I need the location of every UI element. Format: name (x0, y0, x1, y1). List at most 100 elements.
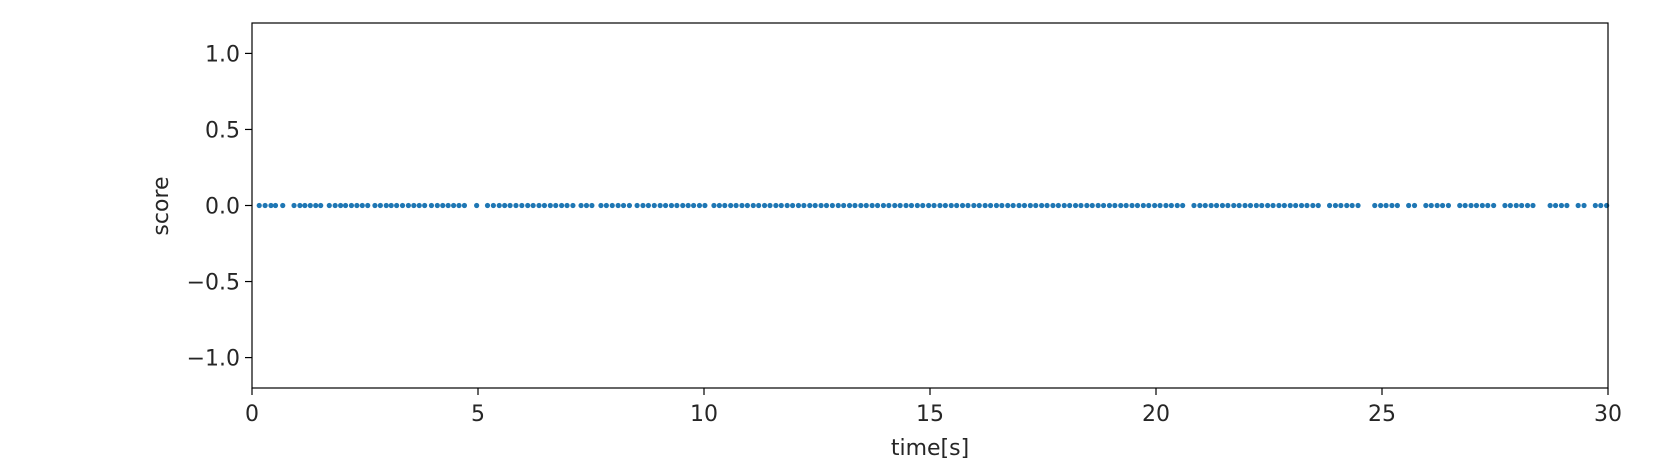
data-point (1281, 202, 1287, 209)
data-point (773, 202, 779, 209)
data-point (1479, 202, 1485, 209)
data-point (892, 202, 898, 209)
data-point (1253, 202, 1259, 209)
data-point (1044, 202, 1050, 209)
data-point (645, 202, 652, 209)
data-point (1530, 202, 1536, 209)
data-point (1152, 202, 1158, 209)
x-tick-label: 5 (471, 402, 485, 427)
data-point (880, 202, 887, 209)
data-point (609, 202, 615, 209)
data-point (1197, 202, 1203, 209)
data-point (823, 202, 830, 209)
data-point (841, 202, 847, 209)
data-point (1411, 202, 1418, 209)
data-point (959, 202, 966, 209)
data-point (603, 202, 609, 209)
data-point (1225, 202, 1231, 209)
data-point (1462, 202, 1468, 209)
data-point (685, 202, 691, 209)
data-point (886, 202, 892, 209)
data-point (484, 202, 491, 209)
data-point (1140, 202, 1146, 209)
data-point (1558, 202, 1565, 209)
data-point (1039, 202, 1045, 209)
data-point (1265, 202, 1271, 209)
data-point (525, 202, 531, 209)
data-point (1259, 202, 1265, 209)
data-point (1304, 202, 1310, 209)
data-point (1005, 202, 1011, 209)
data-point (778, 202, 784, 209)
data-point (1112, 202, 1118, 209)
data-point (519, 202, 525, 209)
data-point (1072, 202, 1079, 209)
data-point (1513, 202, 1519, 209)
data-point (965, 202, 971, 209)
data-point (750, 202, 756, 209)
data-point (739, 202, 745, 209)
y-tick-label: 0.0 (205, 195, 240, 220)
data-point (626, 202, 633, 209)
data-point (1276, 202, 1282, 209)
data-point (1146, 202, 1152, 209)
data-point (1507, 202, 1513, 209)
data-point (1168, 202, 1174, 209)
data-point (1287, 202, 1293, 209)
data-point (914, 202, 920, 209)
data-point (756, 202, 762, 209)
data-point (1050, 202, 1056, 209)
data-point (1298, 202, 1305, 209)
data-point (541, 202, 548, 209)
data-point (262, 202, 268, 209)
data-point (1372, 202, 1378, 209)
data-point (337, 202, 344, 209)
data-point (620, 202, 627, 209)
data-point (908, 202, 915, 209)
data-point (1084, 202, 1090, 209)
data-point (332, 202, 338, 209)
data-point (1270, 202, 1276, 209)
data-point (583, 202, 590, 209)
data-point (1095, 202, 1101, 209)
data-point (536, 202, 542, 209)
data-point (634, 202, 640, 209)
data-point (874, 202, 881, 209)
data-point (1575, 202, 1581, 209)
data-point (937, 202, 943, 209)
data-point (993, 202, 1000, 209)
data-point (1208, 202, 1214, 209)
data-point (547, 202, 553, 209)
data-point (1055, 202, 1061, 209)
data-point (490, 202, 496, 209)
data-point (1231, 202, 1237, 209)
data-point (1457, 202, 1463, 209)
data-point (795, 202, 802, 209)
y-tick-label: −1.0 (187, 347, 240, 372)
data-point (668, 202, 675, 209)
data-point (680, 202, 686, 209)
data-point (1389, 202, 1395, 209)
y-tick-label: 0.5 (205, 118, 240, 143)
data-point (767, 202, 773, 209)
data-point (1010, 202, 1016, 209)
data-point (1033, 202, 1039, 209)
data-point (812, 202, 818, 209)
data-point (1021, 202, 1028, 209)
data-point (570, 202, 576, 209)
data-point (801, 202, 807, 209)
data-point (1355, 202, 1361, 209)
data-point (1332, 202, 1339, 209)
x-tick-label: 0 (245, 402, 259, 427)
x-tick-label: 25 (1368, 402, 1396, 427)
data-point (1202, 202, 1208, 209)
data-point (1118, 202, 1124, 209)
data-point (1524, 202, 1531, 209)
data-point (926, 202, 932, 209)
data-point (365, 202, 371, 209)
data-point (256, 202, 262, 209)
data-point (1100, 202, 1107, 209)
data-point (1434, 202, 1440, 209)
data-point (1423, 202, 1429, 209)
data-point (422, 202, 428, 209)
